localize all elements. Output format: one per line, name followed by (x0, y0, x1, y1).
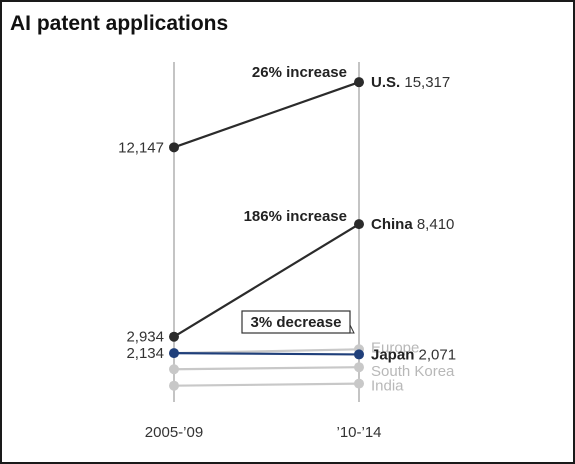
series-line-japan (173, 352, 360, 356)
annotation-pointer-japan (349, 324, 355, 334)
annotation-japan: 3% decrease (251, 314, 342, 331)
value-label-japan: 2,071 (414, 346, 456, 363)
data-point-japan (354, 349, 364, 360)
value-label-japan: 2,134 (126, 345, 164, 362)
value-label-u-s: 12,147 (118, 139, 164, 156)
series-name: China (371, 216, 413, 233)
series-line-india (173, 382, 360, 387)
x-tick-label: ’10-’14 (336, 424, 381, 441)
data-point-china (169, 331, 179, 342)
series-label-india: India (371, 378, 404, 395)
data-point-u-s (169, 142, 179, 153)
series-name: South Korea (371, 363, 455, 380)
data-point-japan (169, 348, 179, 359)
chart-title: AI patent applications (10, 12, 229, 35)
data-point-india (354, 378, 364, 389)
data-point-south-korea (354, 362, 364, 373)
annotation-box-japan (241, 310, 351, 334)
series-label-china: China 8,410 (371, 216, 454, 233)
value-label-china: 2,934 (126, 329, 164, 346)
series-name: Europe (371, 339, 419, 356)
data-point-u-s (354, 77, 364, 88)
annotation-u-s: 26% increase (252, 64, 347, 81)
series-line-south-korea (173, 366, 360, 371)
series-name: India (371, 378, 404, 395)
series-line-u-s (173, 81, 360, 149)
series-name: U.S. (371, 74, 400, 91)
x-tick-label: 2005-’09 (145, 424, 203, 441)
value-label-u-s: 15,317 (400, 74, 450, 91)
series-label-europe: Europe (371, 339, 419, 356)
series-label-south-korea: South Korea (371, 363, 455, 380)
series-label-japan: Japan 2,071 (371, 346, 456, 363)
data-point-india (169, 380, 179, 391)
series-label-u-s: U.S. 15,317 (371, 74, 450, 91)
data-point-south-korea (169, 364, 179, 375)
value-label-china: 8,410 (413, 216, 455, 233)
data-point-china (354, 219, 364, 230)
annotation-china: 186% increase (244, 208, 347, 225)
series-name: Japan (371, 346, 414, 363)
series-line-china (173, 223, 360, 338)
